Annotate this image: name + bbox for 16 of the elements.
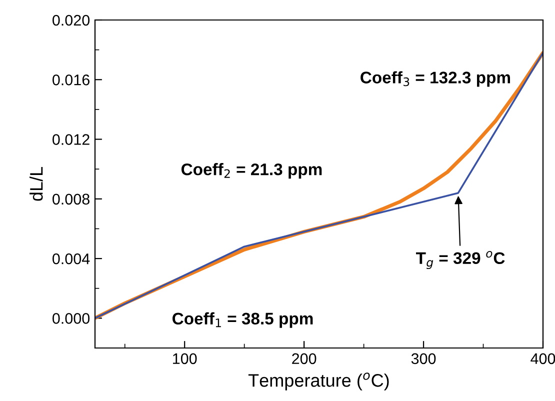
x-tick-label: 200 [292,353,316,364]
y-axis-title: dL/L [30,167,43,201]
y-tick-label: 0.008 [52,194,90,205]
y-tick-label: 0.016 [52,74,90,86]
annotation: Coeff$_{3}$ = 132.3 ppm [360,71,510,87]
y-tick-label: 0.020 [52,14,90,26]
annotation: Coeff$_{2}$ = 21.3 ppm [181,163,322,179]
x-axis-title: Temperature ($^{o}$C) [248,372,389,390]
x-tick-label: 300 [411,353,436,364]
annotation: T$_{g}$ = 329 $^{o}$C [416,250,505,270]
y-tick-label: 0.012 [52,134,90,145]
annotation: Coeff$_{1}$ = 38.5 ppm [172,312,313,328]
x-tick-label: 400 [530,353,555,364]
y-tick-label: 0.004 [52,253,90,264]
y-tick-label: 0.000 [52,313,90,324]
x-tick-label: 100 [173,353,197,364]
